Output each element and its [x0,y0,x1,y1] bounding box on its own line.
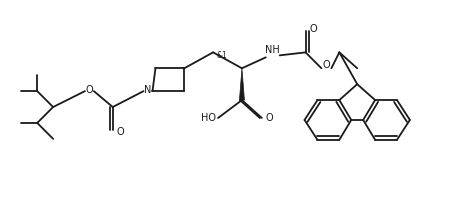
Text: O: O [265,113,273,123]
Polygon shape [239,68,244,100]
Text: O: O [309,24,317,34]
Text: O: O [117,127,124,137]
Text: O: O [322,60,330,70]
Text: NH: NH [265,45,280,55]
Text: &1: &1 [216,51,227,60]
Text: N: N [144,85,151,95]
Text: HO: HO [200,113,215,123]
Text: O: O [85,85,93,95]
